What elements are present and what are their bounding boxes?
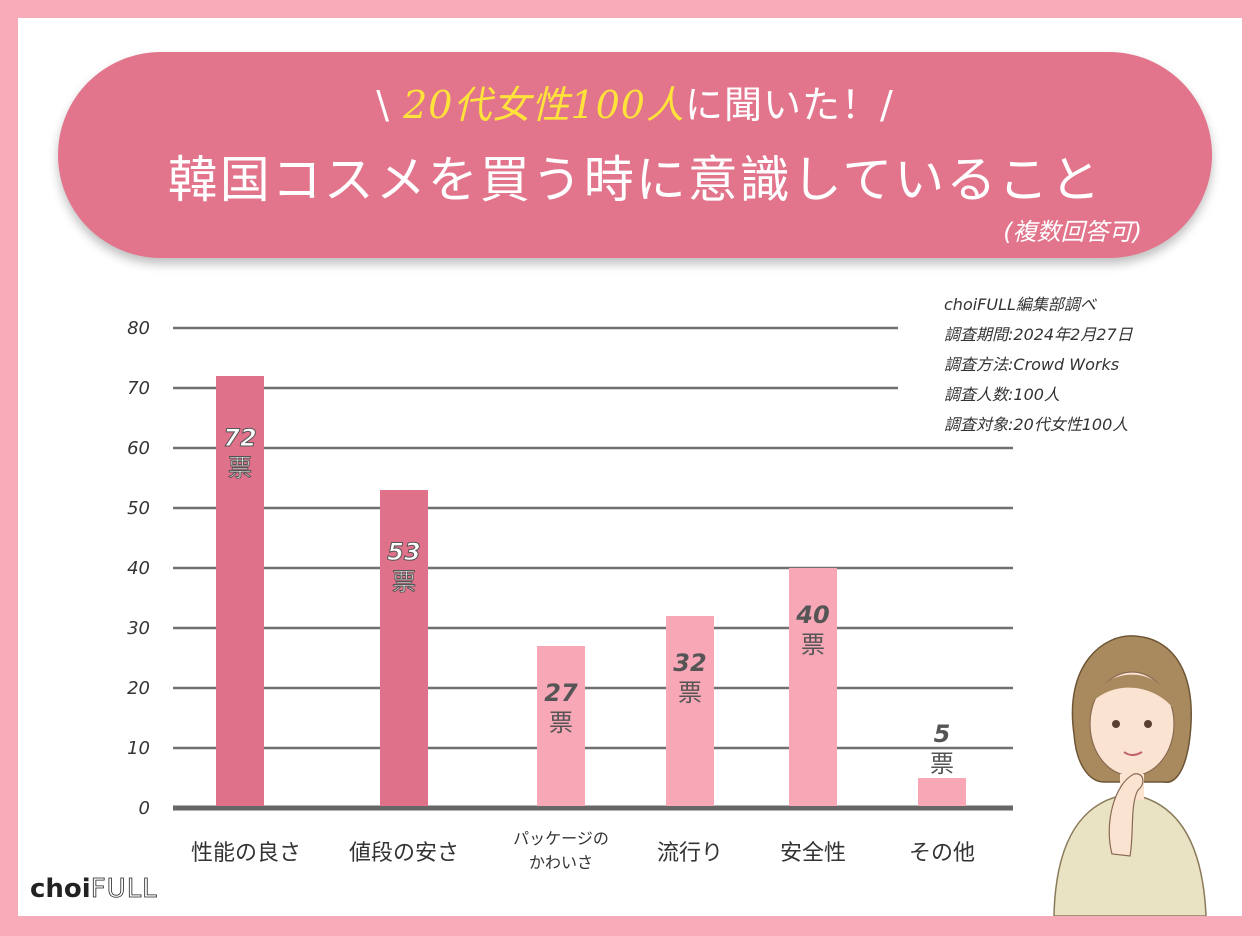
data-label-unit: 票 [549, 709, 573, 737]
y-tick-label: 30 [127, 618, 150, 639]
data-label-unit: 票 [801, 631, 825, 659]
survey-info: choiFULL編集部調べ 調査期間:2024年2月27日 調査方法:Crowd… [944, 290, 1133, 440]
data-label-unit: 票 [392, 568, 416, 596]
brand-name: choi [30, 874, 91, 904]
brand-logo: choiFULL [30, 874, 158, 905]
survey-count: 調査人数:100人 [944, 385, 1060, 404]
y-tick-label: 40 [127, 558, 150, 579]
brand-name-suffix: FULL [90, 874, 158, 905]
data-label-unit: 票 [228, 454, 252, 482]
multiple-answers-note: (複数回答可) [1003, 218, 1142, 246]
bar [380, 490, 428, 806]
x-tick-label: その他 [909, 841, 975, 866]
chart-subtitle: \ 20代女性100人に聞いた！/ [58, 74, 1212, 129]
y-tick-label: 60 [127, 438, 150, 459]
y-tick-label: 70 [127, 378, 150, 399]
survey-target: 調査対象:20代女性100人 [944, 415, 1129, 434]
data-label-value: 27 [544, 679, 578, 707]
x-tick-label: かわいさ [529, 853, 593, 872]
x-tick-label: 流行り [657, 841, 723, 866]
bar [918, 778, 966, 806]
survey-period: 調査期間:2024年2月27日 [944, 325, 1133, 344]
x-tick-label: 性能の良さ [191, 841, 301, 866]
subtitle-highlight: 20代女性100人 [403, 83, 685, 127]
x-tick-label: 値段の安さ [349, 841, 459, 866]
title-banner: \ 20代女性100人に聞いた！/ 韓国コスメを買う時に意識していること (複数… [58, 52, 1212, 258]
survey-method: 調査方法:Crowd Works [944, 355, 1120, 374]
data-label-value: 32 [673, 649, 706, 677]
x-tick-label: パッケージの [513, 829, 609, 848]
data-label-value: 5 [934, 720, 951, 748]
bar-chart: 0102030405060708072票性能の良さ53票値段の安さ27票パッケー… [127, 318, 1013, 872]
bar [216, 376, 264, 806]
data-label-unit: 票 [930, 750, 954, 778]
y-tick-label: 20 [127, 678, 150, 699]
y-tick-label: 10 [127, 738, 150, 759]
data-label-value: 53 [387, 538, 420, 566]
bar [537, 646, 585, 806]
data-label-value: 72 [223, 424, 256, 452]
chart-card: \ 20代女性100人に聞いた！/ 韓国コスメを買う時に意識していること (複数… [18, 18, 1242, 916]
chart-title: 韓国コスメを買う時に意識していること [167, 151, 1103, 209]
bar [789, 568, 837, 806]
survey-source: choiFULL編集部調べ [944, 295, 1096, 314]
y-tick-label: 0 [139, 798, 150, 819]
x-tick-label: 安全性 [780, 841, 846, 866]
y-tick-label: 50 [127, 498, 150, 519]
y-tick-label: 80 [127, 318, 150, 339]
bar [666, 616, 714, 806]
subtitle-suffix: に聞いた！/ [684, 83, 894, 127]
subtitle-prefix: \ [376, 83, 404, 127]
woman-illustration [1053, 635, 1207, 916]
data-label-value: 40 [795, 601, 829, 629]
data-label-unit: 票 [678, 679, 702, 707]
